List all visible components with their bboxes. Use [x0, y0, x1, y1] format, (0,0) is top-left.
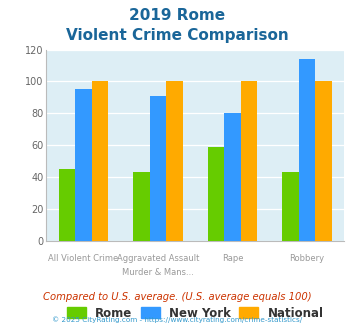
Text: © 2025 CityRating.com - https://www.cityrating.com/crime-statistics/: © 2025 CityRating.com - https://www.city…	[53, 317, 302, 323]
Bar	[75, 89, 92, 241]
Bar	[241, 82, 257, 241]
Text: Murder & Mans...: Murder & Mans...	[122, 268, 194, 277]
Text: Violent Crime Comparison: Violent Crime Comparison	[66, 28, 289, 43]
Bar	[208, 147, 224, 241]
Bar	[283, 172, 299, 241]
Legend: Rome, New York, National: Rome, New York, National	[65, 304, 326, 322]
Bar	[92, 82, 108, 241]
Text: Robbery: Robbery	[290, 254, 324, 263]
Text: 2019 Rome: 2019 Rome	[130, 8, 225, 23]
Bar	[150, 96, 166, 241]
Text: Rape: Rape	[222, 254, 243, 263]
Text: All Violent Crime: All Violent Crime	[48, 254, 119, 263]
Bar	[224, 113, 241, 241]
Text: Aggravated Assault: Aggravated Assault	[117, 254, 199, 263]
Text: Compared to U.S. average. (U.S. average equals 100): Compared to U.S. average. (U.S. average …	[43, 292, 312, 302]
Bar	[133, 172, 150, 241]
Bar	[166, 82, 182, 241]
Bar	[59, 169, 75, 241]
Bar	[315, 82, 332, 241]
Bar	[299, 59, 315, 241]
